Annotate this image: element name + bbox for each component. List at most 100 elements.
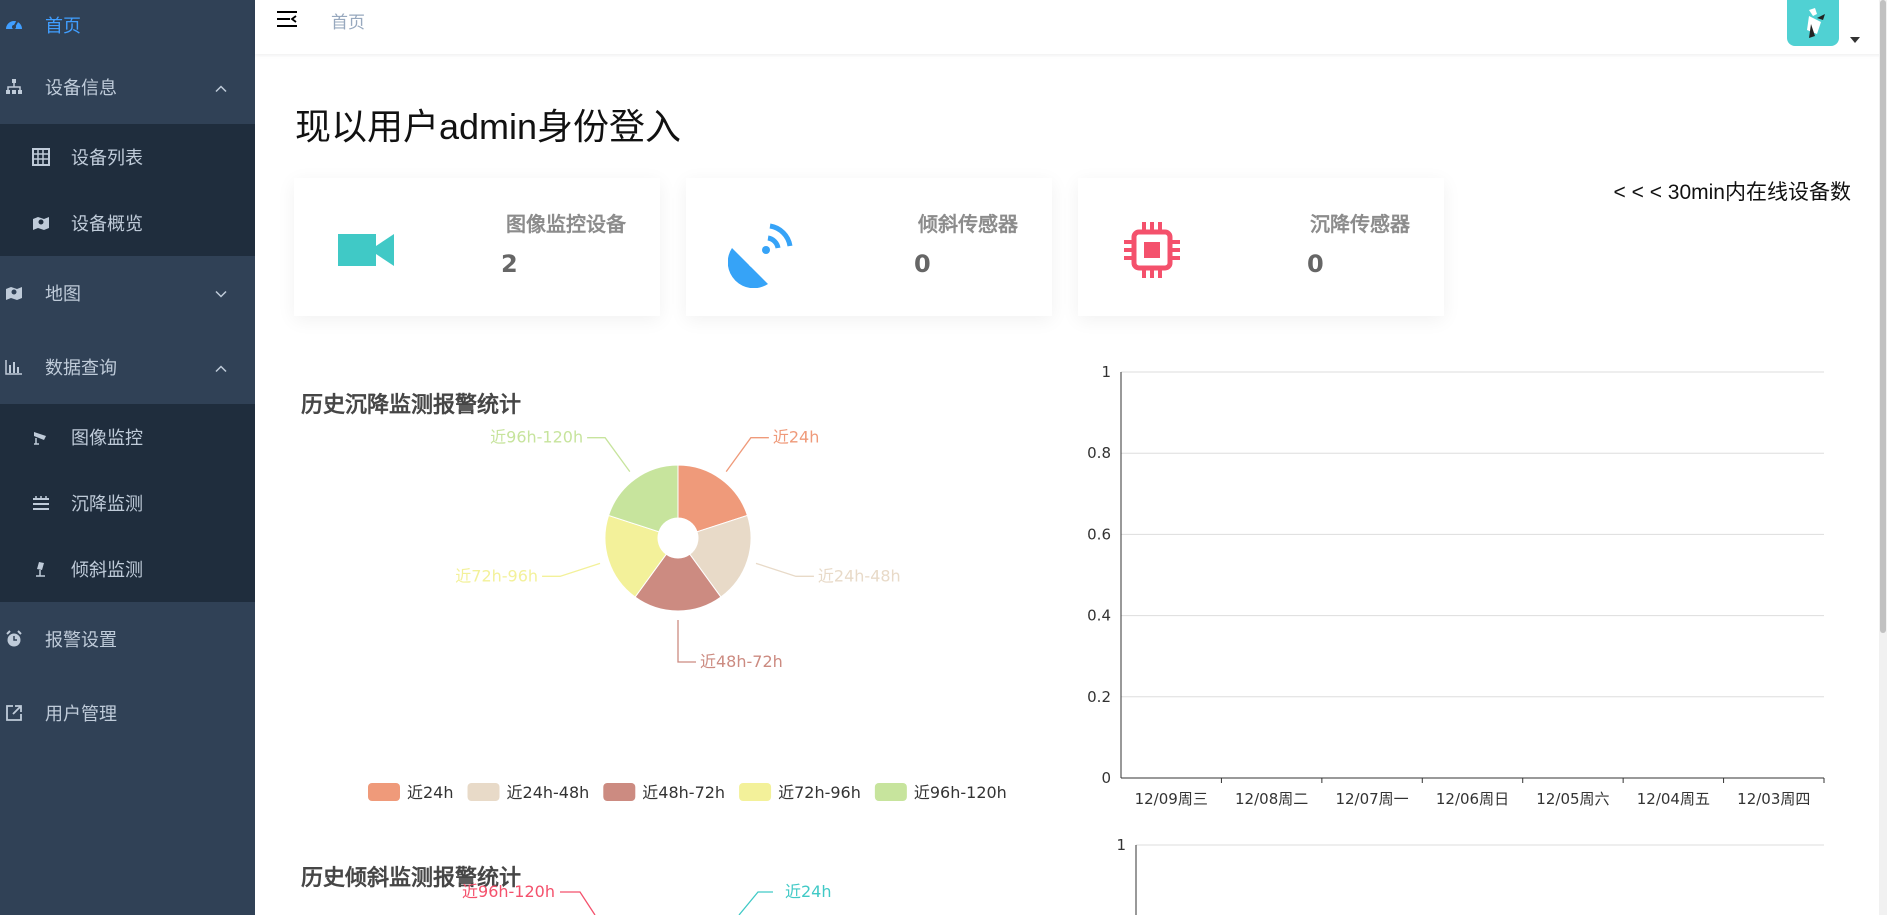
sidebar: 首页 设备信息 设备列表 设备概览 地图	[0, 0, 255, 915]
x-tick-label: 12/07周一	[1335, 790, 1408, 808]
chart-icon	[4, 357, 24, 377]
y-tick-label: 0.6	[1087, 525, 1111, 543]
menu-item-alarm-settings[interactable]: 报警设置	[0, 602, 255, 676]
x-tick-label: 12/06周日	[1436, 790, 1509, 808]
legend-swatch[interactable]	[467, 783, 500, 801]
card-image-monitor-devices[interactable]: 图像监控设备 2	[294, 178, 660, 316]
external-link-icon	[4, 703, 24, 723]
map-icon	[31, 213, 51, 233]
legend-label[interactable]: 近24h-48h	[507, 783, 590, 802]
y-tick-label: 0	[1101, 769, 1111, 787]
caret-down-icon[interactable]	[1850, 28, 1860, 47]
submenu-item-device-overview[interactable]: 设备概览	[0, 190, 255, 256]
avatar[interactable]	[1787, 0, 1839, 46]
card-title: 图像监控设备	[506, 212, 626, 236]
welcome-message: 现以用户admin身份登入	[295, 106, 682, 147]
menu-item-label: 设备信息	[45, 78, 117, 99]
pie-label: 近24h	[785, 882, 832, 901]
pie-label: 近24h-48h	[818, 566, 901, 585]
legend-label[interactable]: 近48h-72h	[642, 783, 725, 802]
online-devices-line-chart: 0 0.2 0.4 0.6 0.8 1 12/09周三 12/08周二 12/07周一 12/0…	[1087, 363, 1825, 808]
chevron-down-icon	[215, 283, 227, 304]
scrollbar-thumb[interactable]	[1880, 0, 1886, 633]
legend-label[interactable]: 近72h-96h	[778, 783, 861, 802]
submenu-item-label: 设备列表	[71, 148, 143, 169]
alarm-icon	[4, 629, 24, 649]
legend-swatch[interactable]	[368, 783, 400, 801]
x-tick-label: 12/05周六	[1536, 790, 1609, 808]
menu-item-label: 报警设置	[45, 630, 117, 651]
pie-label-line	[587, 437, 631, 473]
menu-item-data-query[interactable]: 数据查询	[0, 330, 255, 404]
pie-slice[interactable]	[677, 464, 749, 533]
dashboard-icon	[4, 15, 24, 35]
y-tick-label: 1	[1116, 836, 1126, 854]
table-icon	[31, 147, 51, 167]
card-title: 沉降传感器	[1310, 212, 1410, 236]
card-title: 倾斜传感器	[918, 212, 1018, 236]
y-tick-label: 0.2	[1087, 688, 1111, 706]
legend-swatch[interactable]	[603, 783, 636, 801]
chevron-up-icon	[215, 357, 227, 378]
menu-item-label: 首页	[45, 16, 81, 37]
pie-label-line	[677, 620, 696, 663]
menu-item-device-info[interactable]: 设备信息	[0, 50, 255, 124]
pie-label-line	[542, 562, 601, 577]
submenu-item-device-list[interactable]: 设备列表	[0, 124, 255, 190]
pie-label: 近72h-96h	[455, 566, 538, 585]
pie-label-line	[755, 562, 814, 577]
chip-icon	[1120, 218, 1184, 282]
legend-swatch[interactable]	[739, 783, 772, 801]
menu-item-label: 数据查询	[45, 358, 117, 379]
card-settlement-sensors[interactable]: 沉降传感器 0	[1078, 178, 1444, 316]
submenu-item-label: 设备概览	[71, 214, 143, 235]
pie-label-line	[738, 891, 773, 915]
pie-slice[interactable]	[689, 514, 752, 598]
submenu-item-label: 图像监控	[71, 428, 143, 449]
tree-icon	[4, 77, 24, 97]
menu-item-map[interactable]: 地图	[0, 256, 255, 330]
legend-swatch[interactable]	[874, 783, 907, 801]
x-tick-label: 12/08周二	[1235, 790, 1308, 808]
pie-label-line	[725, 437, 769, 473]
hamburger-icon[interactable]	[275, 8, 299, 32]
breadcrumb: 首页	[331, 13, 365, 33]
legend-label[interactable]: 近96h-120h	[914, 783, 1007, 802]
video-camera-icon	[336, 218, 400, 282]
submenu-device-info: 设备列表 设备概览	[0, 124, 255, 256]
menu-item-home[interactable]: 首页	[0, 0, 255, 50]
chart-title-settlement: 历史沉降监测报警统计	[301, 393, 522, 418]
tilt-line-chart: 1	[1116, 836, 1824, 915]
tilt-icon	[31, 559, 51, 579]
pie-label: 近96h-120h	[490, 428, 583, 447]
submenu-item-settlement[interactable]: 沉降监测	[0, 470, 255, 536]
pie-slice[interactable]	[607, 464, 679, 533]
camera-icon	[31, 427, 51, 447]
chart-title-tilt: 历史倾斜监测报警统计	[301, 866, 522, 891]
legend-label[interactable]: 近24h	[407, 783, 454, 802]
chevron-up-icon	[215, 77, 227, 98]
online-devices-label: < < < 30min内在线设备数	[1613, 181, 1852, 204]
pie-slice[interactable]	[604, 514, 667, 598]
y-tick-label: 0.8	[1087, 444, 1111, 462]
pie-label: 近96h-120h	[462, 882, 555, 901]
pie-label-line	[560, 891, 596, 915]
y-tick-label: 1	[1101, 363, 1111, 381]
card-tilt-sensors[interactable]: 倾斜传感器 0	[686, 178, 1052, 316]
pie-label: 近48h-72h	[700, 652, 783, 671]
settlement-alarm-pie-chart: 近24h 近24h-48h 近48h-72h 近72h-96h 近96h-120h 近2…	[368, 428, 1007, 802]
menu-item-user-management[interactable]: 用户管理	[0, 676, 255, 750]
menu-item-label: 用户管理	[45, 704, 117, 725]
x-tick-label: 12/04周五	[1637, 790, 1710, 808]
navbar: 首页	[255, 0, 1887, 54]
submenu-item-image-monitor[interactable]: 图像监控	[0, 404, 255, 470]
satellite-dish-icon	[727, 218, 793, 289]
submenu-item-tilt[interactable]: 倾斜监测	[0, 536, 255, 602]
pie-label: 近24h	[773, 428, 820, 447]
submenu-data-query: 图像监控 沉降监测 倾斜监测	[0, 404, 255, 602]
menu-item-label: 地图	[45, 284, 81, 305]
card-value: 2	[501, 250, 518, 278]
submenu-item-label: 倾斜监测	[71, 560, 143, 581]
list-icon	[31, 493, 51, 513]
card-value: 0	[1307, 250, 1324, 278]
